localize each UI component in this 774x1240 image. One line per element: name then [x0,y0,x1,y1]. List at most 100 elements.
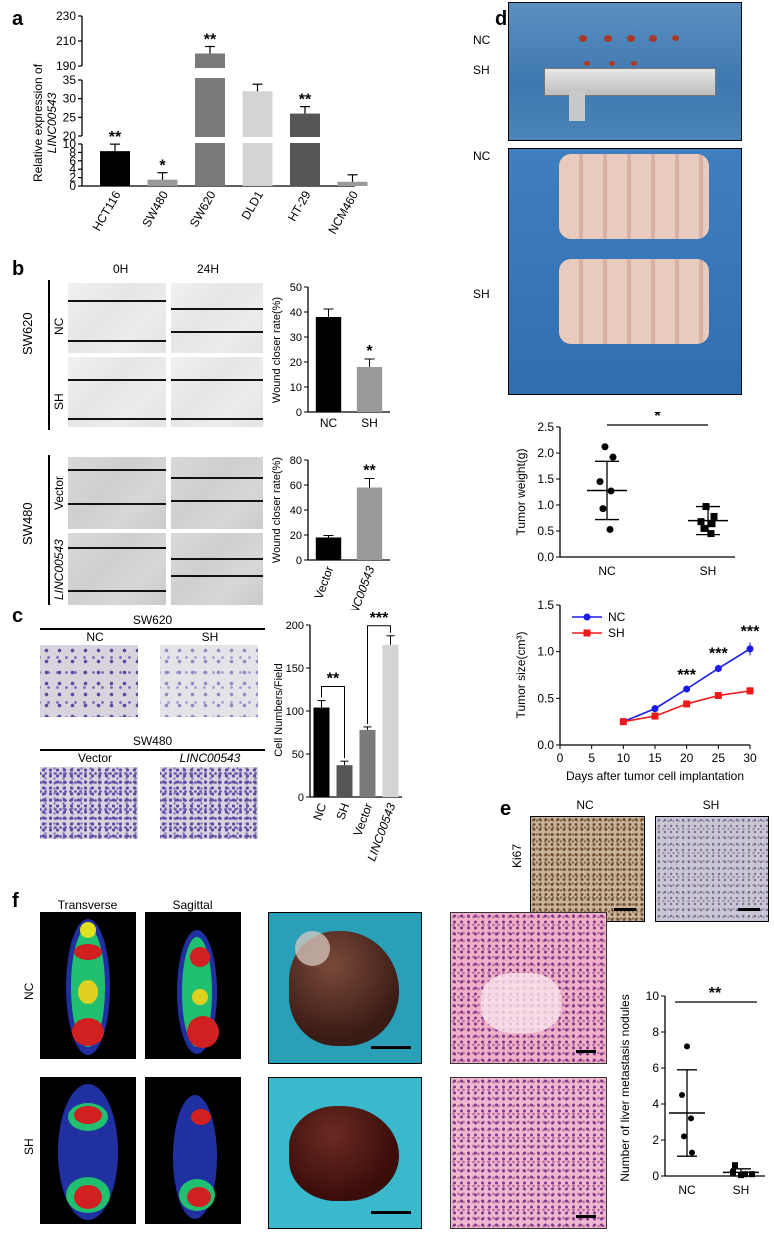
panel-label-e: e [500,798,512,820]
d-size-xtick-label: 25 [712,751,726,765]
d-size-point-nc [714,664,722,672]
tumor-sh-3 [631,61,637,66]
a-sig-sw480: * [159,158,166,175]
b-chart-sw480: 80 60 40 20 0 Vector ** LINC00543 Wound closer r… [271,455,390,610]
c-xtick-sh: SH [333,801,352,821]
c-sw480-line [40,749,265,751]
d-weight-ytick-label: 2.0 [537,446,554,460]
panel-label-c: c [12,605,24,627]
f-point-nc [688,1115,694,1122]
d-size-xtick-label: 30 [743,751,757,765]
mice-group-nc [559,154,709,239]
c-bar-vector [359,729,376,797]
d-size-line-nc [623,648,751,723]
a-sig-sw620: ** [204,32,217,49]
c-ytick-label: 150 [286,663,304,675]
a-xtick-ht-29: HT-29 [285,188,314,224]
a-ytick-label: 210 [56,34,76,48]
petct-heatmap-icon [58,1084,118,1220]
e-sh-ihc-image [655,816,769,922]
d-size-point-nc [746,645,754,653]
f-ylabel: Number of liver metastasis nodules [618,994,632,1181]
bar-sh [356,367,383,412]
petct-heatmap-icon [177,930,219,1054]
a-axis-break [76,137,366,143]
a-ytick-label: 190 [56,59,76,73]
d-weight-xtick-nc: NC [598,564,616,578]
c-sw480-vector-image [40,767,138,839]
d-tumor-photo: NC SH [473,2,742,141]
b-ylabel: Wound closer rate(%) [271,457,283,563]
scale-bar-icon [738,908,760,911]
a-xtick-sw620: SW620 [187,188,219,229]
c-bar-nc [313,707,330,797]
a-xtick-sw480: SW480 [139,188,171,229]
b-sw480-vector-24h [171,457,263,529]
f-sh-transverse-petct [40,1077,136,1224]
f-point-nc [679,1092,685,1098]
tumor-nc-5 [672,35,679,41]
d-weight-ytick-label: 2.5 [537,420,554,434]
c-ylabel: Cell Numbers/Field [273,663,285,757]
c-bracket-b [367,625,391,724]
c-vector-label: Vector [77,751,113,765]
d-weight-point-sh [710,512,718,520]
c-bar-linc00543 [382,644,399,797]
scale-bar-icon [371,1211,411,1214]
d-size-point-nc [651,705,659,713]
e-nc-label: NC [576,798,594,812]
f-nc-liver-photo [268,912,422,1064]
f-ytick-label: 6 [652,1061,659,1075]
f-point-sh [742,1171,748,1178]
d-weight-point-nc [607,487,615,495]
d-weight-point-sh [700,524,708,532]
b-sh-label: SH [52,393,66,410]
a-ytick-label: 6 [69,154,76,168]
d-size-xtick-label: 10 [617,751,631,765]
b-group-line-sw620 [48,280,50,430]
d-size-xlabel: Days after tumor cell implantation [566,769,744,783]
a-xtick-dld1: DLD1 [239,188,267,222]
c-sig-a: ** [327,671,340,688]
b-sw480-linc-0h [68,533,166,605]
bar-linc00543 [356,487,383,560]
a-bar-hct116 [100,151,130,186]
ytick-label: 0 [296,555,302,567]
tumor-sh-2 [609,61,615,66]
f-nodules-chart: 10 8 6 4 2 0 Number of liver metastasis nodule… [618,985,765,1197]
f-point-nc [689,1149,695,1156]
xtick-vector: Vector [312,564,337,601]
f-nc-sagittal-petct [145,912,241,1059]
d-weight-ylabel: Tumor weight(g) [514,449,528,536]
f-nc-label: NC [22,982,36,1000]
c-bar-sh [336,765,353,797]
b-linc-label: LINC00543 [52,539,66,600]
ytick-label: 20 [290,530,302,542]
b-col-24h: 24H [197,262,220,276]
d-size-xtick-label: 15 [648,751,662,765]
d-size-point-sh [746,687,754,695]
petct-heatmap-icon [173,1095,217,1219]
d-weight-point-nc [609,453,617,461]
b-nc-label: NC [52,317,66,335]
b-group-line-sw480 [48,455,50,605]
c-sw620-line [40,628,265,630]
b-sw480-vector-0h [68,457,166,529]
xtick-sh: SH [361,416,378,430]
b-ylabel: Wound closer rate(%) [271,297,283,403]
panel-a-ylabel-1: Relative expression of [31,63,45,182]
bar-nc [315,317,342,412]
tumor-nc-2 [604,35,612,42]
a-ytick-label: 230 [56,9,76,23]
f-sh-he-image [450,1077,607,1229]
d-size-ytick-label: 1.0 [537,645,554,659]
scale-bar-icon [371,1046,411,1049]
a-ytick-label: 2 [69,171,76,185]
tumor-sh-1 [584,61,590,66]
a-ytick-label: 8 [69,145,76,159]
d-size-ytick-label: 0.0 [537,738,554,752]
a-axis-break [76,68,366,78]
a-ytick-label: 35 [63,73,77,87]
d-size-point-sh [651,712,659,720]
f-ytick-label: 8 [652,1025,659,1039]
